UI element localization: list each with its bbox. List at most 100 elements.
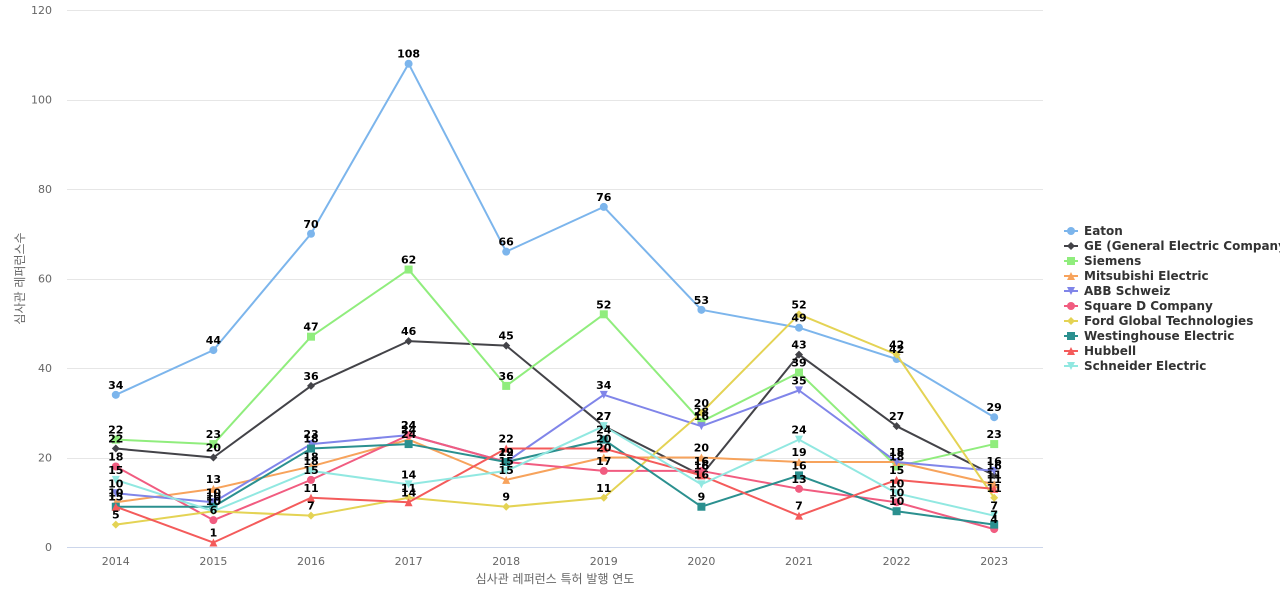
data-label: 34 [108,379,124,392]
data-label: 24 [401,428,417,441]
x-tick-label: 2020 [687,555,715,568]
data-point-marker [697,453,706,462]
data-point-marker [111,435,120,444]
legend-item[interactable]: Schneider Electric [1064,359,1206,373]
legend-item[interactable]: Siemens [1064,254,1141,268]
data-point-marker [599,493,608,502]
data-point-marker [307,381,315,390]
legend-item[interactable]: Hubbell [1064,344,1136,358]
legend-item[interactable]: Mitsubishi Electric [1064,269,1209,283]
data-point-marker [990,484,999,493]
x-tick-label: 2017 [395,555,423,568]
data-label: 10 [108,486,124,499]
data-point-marker [209,538,218,547]
legend-marker [1067,257,1075,265]
data-label: 18 [303,450,318,463]
data-point-marker [404,440,413,449]
data-label: 19 [499,446,514,459]
data-point-marker [892,475,901,484]
legend-marker [1067,332,1075,340]
data-label: 19 [791,446,806,459]
y-tick-label: 0 [45,541,52,554]
legend-marker [1067,302,1075,310]
data-label: 42 [889,339,904,352]
data-label: 18 [108,450,123,463]
data-point-marker [697,471,706,480]
data-label: 20 [596,442,612,455]
data-label: 24 [791,424,807,437]
data-point-marker [111,475,120,484]
y-tick-label: 80 [38,183,52,196]
data-label: 16 [987,455,1003,468]
data-point-marker [502,444,511,453]
y-tick-label: 40 [38,362,52,375]
data-label: 28 [694,406,709,419]
data-point-marker [697,480,706,489]
data-point-marker [404,493,413,502]
data-point-marker [502,341,511,350]
data-label: 10 [108,477,124,490]
data-label: 9 [502,491,510,504]
series-8 [111,444,999,547]
data-point-marker [599,202,608,211]
legend-item[interactable]: GE (General Electric Company) [1064,239,1280,253]
data-point-marker [990,520,999,529]
data-point-marker [502,381,511,390]
data-label: 15 [499,455,514,468]
data-point-marker [990,471,999,480]
data-label: 29 [987,401,1002,414]
x-tick-label: 2023 [980,555,1008,568]
grid-lines [67,10,1043,459]
data-label: 7 [307,500,315,513]
legend-marker [1067,362,1075,370]
legend-item[interactable]: Westinghouse Electric [1064,329,1234,343]
data-label: 76 [596,191,612,204]
data-point-marker [697,466,706,475]
legend-label: ABB Schweiz [1084,284,1170,298]
data-label: 19 [499,446,514,459]
series-line [114,62,996,419]
data-label: 15 [108,491,123,504]
data-point-marker [697,422,706,431]
data-label: 1 [210,527,218,540]
data-label: 18 [889,446,904,459]
legend-item[interactable]: Ford Global Technologies [1064,314,1253,328]
data-point-marker [307,444,315,453]
data-label: 36 [303,370,319,383]
data-label: 62 [401,254,416,267]
data-label: 52 [596,298,611,311]
data-label: 35 [791,374,806,387]
data-point-marker [599,310,608,319]
data-label: 22 [499,446,514,459]
data-label: 17 [596,455,611,468]
data-point-marker [404,480,413,489]
data-label: 53 [694,294,709,307]
data-label: 13 [791,473,806,486]
data-label: 36 [499,370,515,383]
series-2 [111,265,999,471]
legend-item[interactable]: Eaton [1064,224,1123,238]
y-tick-label: 20 [38,452,52,465]
data-label: 16 [694,459,710,472]
data-point-marker [209,484,218,493]
data-label: 49 [791,312,806,325]
data-point-marker [307,332,315,341]
legend-marker [1067,347,1075,355]
x-tick-label: 2022 [883,555,911,568]
legend-item[interactable]: ABB Schweiz [1064,284,1170,298]
x-tick-label: 2019 [590,555,618,568]
data-label: 24 [401,419,417,432]
legend-label: Ford Global Technologies [1084,314,1253,328]
legend-item[interactable]: Square D Company [1064,299,1213,313]
data-label: 16 [791,459,807,472]
data-label: 5 [112,509,120,522]
data-point-marker [307,493,315,502]
data-point-marker [697,417,706,426]
legend-label: Mitsubishi Electric [1084,269,1209,283]
data-point-marker [307,511,315,520]
data-point-marker [795,471,803,480]
data-label: 15 [889,464,904,477]
data-label: 11 [596,482,611,495]
